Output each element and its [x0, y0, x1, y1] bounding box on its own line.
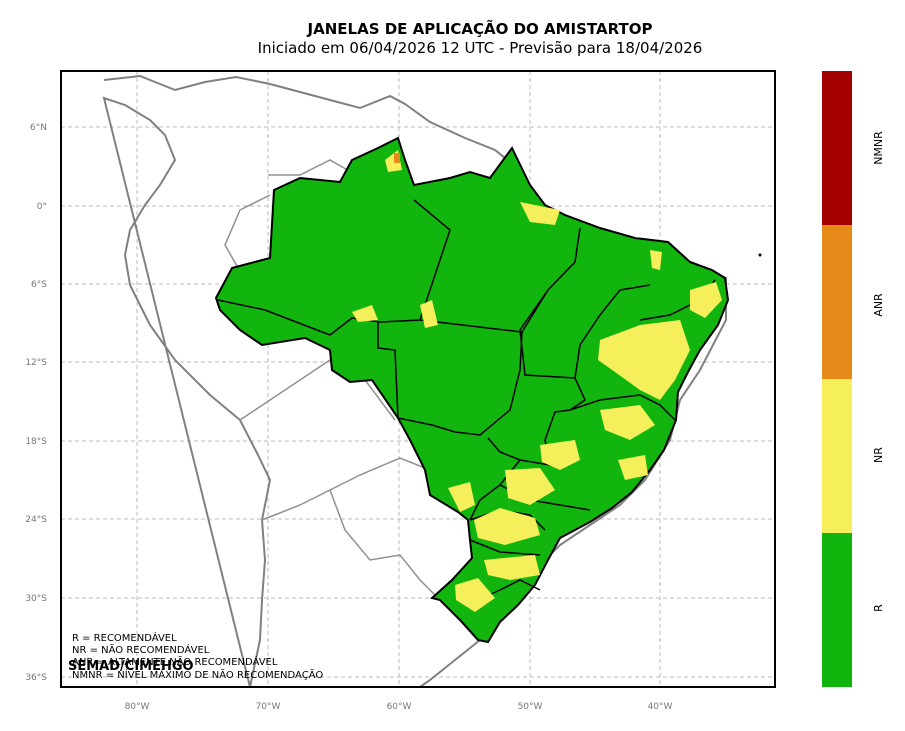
island-marker — [758, 253, 762, 257]
colorbar-label: R — [872, 604, 885, 612]
map-subtitle: Iniciado em 06/04/2026 12 UTC - Previsão… — [257, 39, 703, 57]
colorbar-segment-nr — [822, 379, 852, 533]
anr-area — [394, 153, 400, 163]
lat-label: 6°N — [30, 123, 47, 133]
lat-label: 18°S — [25, 437, 47, 447]
lat-axis: 6°N 0° 6°S 12°S 18°S 24°S 30°S 36°S — [25, 123, 47, 683]
colorbar-label: NMNR — [872, 131, 885, 165]
neighbor-borders — [224, 149, 441, 601]
legend-r: R = RECOMENDÁVEL — [72, 633, 177, 644]
map-title: JANELAS DE APLICAÇÃO DO AMISTARTOP — [307, 20, 653, 38]
lon-label: 80°W — [125, 702, 150, 712]
lon-axis: 80°W 70°W 60°W 50°W 40°W — [125, 702, 673, 712]
colorbar: NMNR ANR NR R — [822, 71, 885, 687]
credit-label: SEMAD/CIMEHGO — [68, 659, 194, 674]
lat-label: 24°S — [25, 515, 47, 525]
lat-label: 36°S — [25, 673, 47, 683]
colorbar-segment-nmnr — [822, 71, 852, 225]
lon-label: 50°W — [518, 702, 543, 712]
nr-areas — [352, 150, 722, 612]
colorbar-segment-r — [822, 533, 852, 687]
lon-label: 60°W — [387, 702, 412, 712]
lat-label: 12°S — [25, 358, 47, 368]
legend-nr: NR = NÃO RECOMENDÁVEL — [72, 645, 210, 656]
legend-nmnr: NMNR = NÍVEL MÁXIMO DE NÃO RECOMENDAÇÃO — [72, 670, 324, 681]
lat-label: 6°S — [31, 280, 47, 290]
lat-label: 0° — [37, 202, 47, 212]
colorbar-label: NR — [872, 447, 885, 463]
colorbar-label: ANR — [872, 293, 885, 317]
lat-label: 30°S — [25, 594, 47, 604]
lon-label: 40°W — [648, 702, 673, 712]
lon-label: 70°W — [256, 702, 281, 712]
colorbar-segment-anr — [822, 225, 852, 379]
brazil-recommended-area — [214, 136, 730, 644]
map-frame — [60, 70, 776, 688]
legend-anr: ANR = ALTAMENTE NÃO RECOMENDÁVEL — [72, 657, 278, 668]
